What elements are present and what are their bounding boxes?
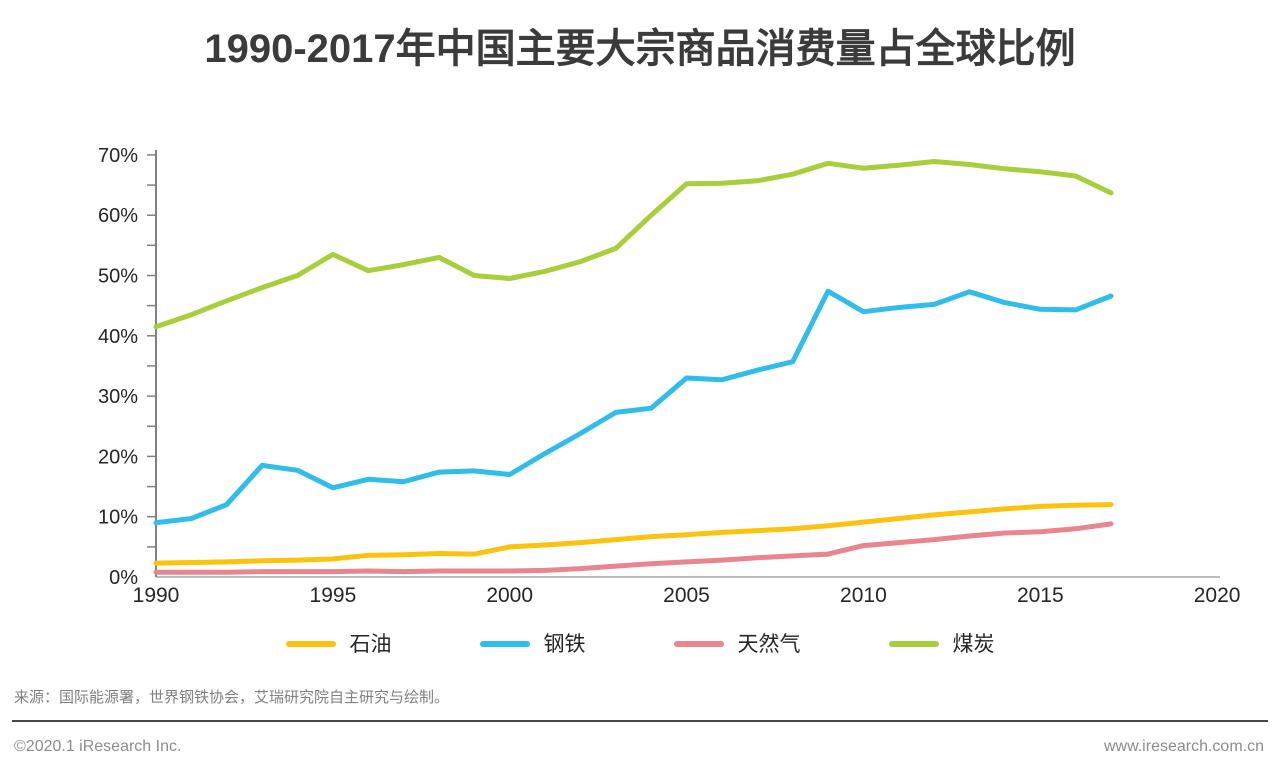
legend-item-steel: 钢铁 [479, 632, 586, 656]
footer: ©2020.1 iResearch Inc. www.iresearch.com… [14, 738, 1264, 756]
y-axis-label: 50% [98, 266, 138, 288]
series-line-2 [153, 521, 1114, 575]
source-note: 来源：国际能源署，世界钢铁协会，艾瑞研究院自主研究与绘制。 [14, 689, 450, 706]
series-line-1 [153, 288, 1114, 526]
legend-label-coal: 煤炭 [952, 632, 995, 656]
legend-label-oil: 石油 [349, 632, 392, 656]
x-axis-label: 2005 [663, 584, 710, 607]
legend-item-oil: 石油 [285, 632, 392, 656]
legend-item-coal: 煤炭 [888, 632, 995, 656]
x-axis-label: 2010 [840, 584, 887, 607]
y-axis-label: 20% [98, 446, 138, 468]
copyright-text: ©2020.1 iResearch Inc. [14, 738, 182, 755]
x-axis-label: 1995 [310, 584, 357, 607]
legend-label-steel: 钢铁 [543, 632, 586, 656]
gas-line-swatch [673, 641, 724, 647]
legend-label-gas: 天然气 [737, 632, 801, 656]
x-axis-label: 2000 [486, 584, 533, 607]
chart-legend: 石油 钢铁 天然气 煤炭 [0, 629, 1280, 659]
footer-divider [12, 720, 1268, 722]
y-axis-label: 30% [98, 386, 138, 408]
oil-line-swatch [285, 641, 336, 647]
x-axis-label: 2020 [1194, 584, 1241, 607]
legend-item-gas: 天然气 [673, 632, 801, 656]
chart-title: 1990-2017年中国主要大宗商品消费量占全球比例 [204, 27, 1076, 71]
website-text: www.iresearch.com.cn [1103, 738, 1264, 755]
y-axis-label: 40% [98, 326, 138, 348]
series-line-3 [153, 159, 1114, 330]
y-axis-label: 70% [98, 145, 138, 167]
series-line-0 [153, 502, 1114, 566]
x-axis-label: 2015 [1017, 584, 1064, 607]
line-chart: 0% 10% 20% 30% 40% 50% 60% 70% 1990 1995 2000 2005 2… [98, 145, 1241, 607]
x-axis-label: 1990 [133, 584, 180, 607]
steel-line-swatch [479, 641, 530, 647]
chart-area: 0% 10% 20% 30% 40% 50% 60% 70% 1990 1995 2000 2005 2… [98, 145, 1241, 607]
coal-line-swatch [888, 641, 939, 647]
y-axis-label: 10% [98, 507, 138, 529]
y-axis-label: 0% [109, 567, 138, 589]
y-axis-label: 60% [98, 205, 138, 227]
